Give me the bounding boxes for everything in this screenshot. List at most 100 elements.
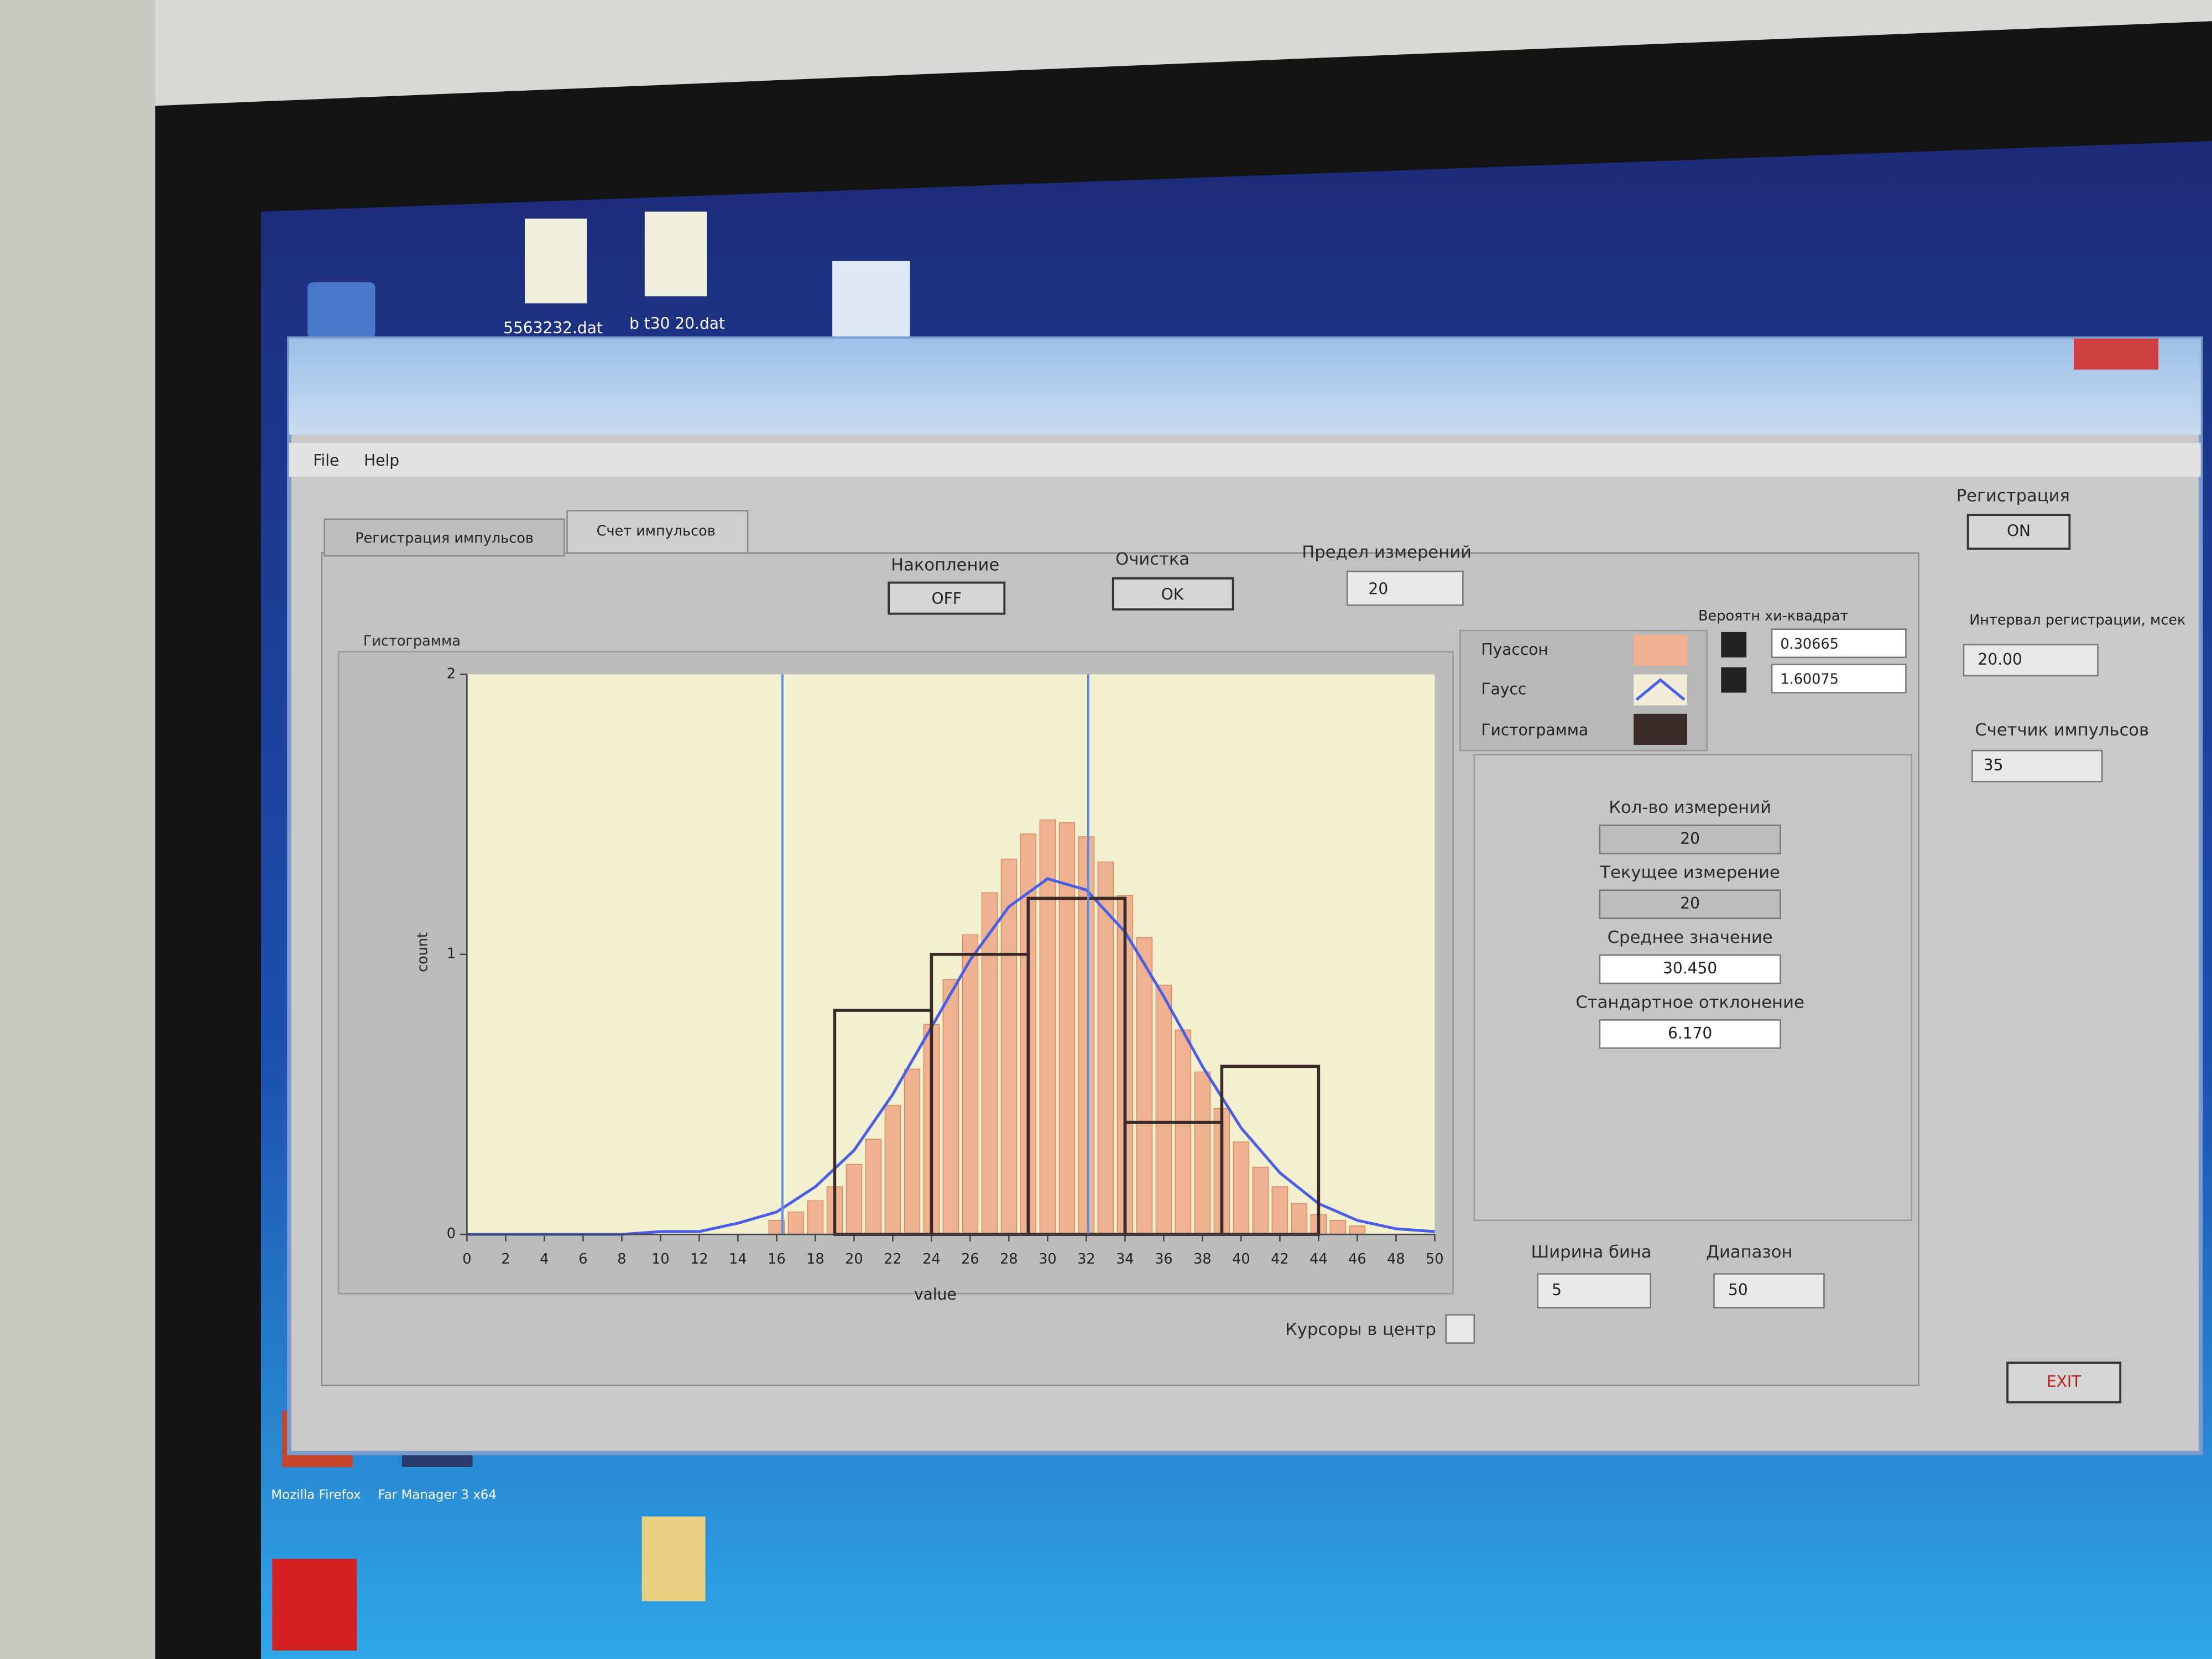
indicator — [1599, 954, 1781, 984]
label: Счетчик импульсов — [1975, 721, 2149, 740]
poisson-bar — [1233, 1141, 1250, 1235]
x-tick-label: 16 — [768, 1251, 785, 1267]
poisson-bar — [1136, 937, 1153, 1235]
legend-label: Гистограмма — [1481, 721, 1588, 739]
x-tick-label: 22 — [884, 1251, 901, 1267]
poisson-bar — [1078, 836, 1095, 1235]
acrobat-icon[interactable] — [272, 1558, 357, 1651]
poisson-bar — [1155, 984, 1172, 1235]
x-tick-label: 4 — [540, 1251, 549, 1267]
legend-swatch — [1634, 713, 1688, 745]
button-text[interactable]: OK — [1161, 586, 1184, 604]
checkbox[interactable] — [1445, 1314, 1475, 1344]
poisson-bar — [962, 934, 979, 1235]
button[interactable] — [888, 581, 1006, 615]
indicator-value: 0.30665 — [1780, 636, 1838, 653]
case — [0, 0, 155, 1659]
poisson-bar — [1291, 1203, 1308, 1235]
y-axis-label: count — [414, 932, 431, 972]
label: Текущее измерение — [1599, 863, 1780, 883]
x-tick-label: 30 — [1039, 1251, 1056, 1267]
x-tick-label: 36 — [1155, 1251, 1172, 1267]
label: Накопление — [891, 555, 999, 575]
menu-item[interactable]: File — [313, 451, 339, 469]
legend-swatch — [1634, 634, 1688, 666]
button[interactable] — [1966, 514, 2071, 550]
label: Регистрация — [1957, 486, 2070, 505]
tab[interactable] — [566, 510, 749, 554]
button-text[interactable]: OFF — [932, 589, 962, 608]
button-text[interactable]: ON — [2007, 522, 2031, 540]
x-tick-label: 6 — [578, 1251, 587, 1267]
poisson-bar — [1252, 1166, 1269, 1235]
numeric-input[interactable] — [1537, 1273, 1651, 1309]
numeric-input[interactable] — [1963, 644, 2099, 677]
menu-item[interactable]: Help — [364, 451, 399, 469]
poisson-bar — [787, 1211, 805, 1235]
numeric-input[interactable] — [1346, 570, 1464, 606]
menu-bar — [289, 443, 2201, 477]
button[interactable] — [2006, 1361, 2122, 1404]
x-tick-label: 8 — [617, 1251, 626, 1267]
poisson-bar — [1097, 861, 1114, 1235]
indicator-value: 6.170 — [1668, 1024, 1712, 1042]
input-value[interactable]: 20 — [1368, 580, 1388, 598]
x-tick-label: 50 — [1426, 1251, 1443, 1267]
input-value[interactable]: 50 — [1728, 1281, 1748, 1299]
x-tick-label: 24 — [922, 1251, 940, 1267]
indicator-value: 20 — [1680, 894, 1700, 912]
x-tick-label: 44 — [1310, 1251, 1327, 1267]
tab-label[interactable]: Регистрация импульсов — [355, 530, 534, 546]
x-tick-label: 46 — [1348, 1251, 1366, 1267]
toggle[interactable] — [1721, 667, 1747, 693]
poisson-bar — [942, 979, 959, 1235]
input-value[interactable]: 5 — [1552, 1281, 1562, 1299]
folder-icon[interactable] — [641, 1516, 706, 1601]
title-bar — [289, 338, 2201, 435]
poisson-bar — [1194, 1071, 1211, 1235]
tab-label[interactable]: Счет импульсов — [597, 523, 716, 540]
poisson-bar — [865, 1139, 882, 1235]
close-button[interactable] — [2074, 338, 2159, 370]
legend-label: Пуассон — [1481, 640, 1548, 659]
indicator — [1771, 664, 1907, 693]
button[interactable] — [1112, 577, 1234, 611]
file-icon[interactable] — [524, 218, 587, 304]
computer-icon[interactable] — [307, 282, 375, 339]
poisson-bar — [1329, 1220, 1347, 1235]
poisson-bar — [807, 1200, 824, 1235]
poisson-bar — [884, 1105, 901, 1235]
poisson-bar — [846, 1164, 863, 1235]
poisson-bar — [904, 1068, 921, 1235]
indicator — [1971, 749, 2103, 782]
x-tick-label: 28 — [1000, 1251, 1018, 1267]
input-value[interactable]: 20.00 — [1978, 650, 2022, 669]
x-tick-label: 18 — [806, 1251, 824, 1267]
numeric-input[interactable] — [1713, 1273, 1825, 1309]
poisson-bar — [1349, 1225, 1366, 1235]
toggle[interactable] — [1721, 632, 1747, 658]
poisson-bar — [981, 892, 998, 1235]
x-tick-label: 34 — [1116, 1251, 1134, 1267]
y-tick-label: 0 — [447, 1225, 456, 1242]
stats: Кол-во измерений 20 Текущее измерение 20 Сре… — [1575, 798, 1804, 1049]
tab[interactable] — [324, 518, 565, 557]
indicator-value: 35 — [1984, 756, 2004, 774]
x-tick-label: 42 — [1271, 1251, 1288, 1267]
icon-label: Far Manager 3 x64 — [378, 1488, 497, 1503]
legend-line — [1635, 678, 1686, 701]
x-tick-label: 20 — [845, 1251, 863, 1267]
icon-label: b t30 20.dat — [629, 315, 725, 333]
y-tick-label: 2 — [447, 665, 456, 682]
chart-title: Гистограмма — [363, 633, 461, 650]
indicator-value: 20 — [1680, 830, 1700, 848]
indicator-value: 30.450 — [1663, 959, 1717, 978]
label: Стандартное отклонение — [1575, 993, 1804, 1012]
button-text[interactable]: EXIT — [2047, 1373, 2081, 1391]
x-tick-label: 38 — [1193, 1251, 1211, 1267]
label: Предел измерений — [1302, 542, 1472, 562]
file-icon[interactable] — [644, 211, 707, 296]
x-tick-label: 14 — [729, 1251, 747, 1267]
poisson-bar — [1271, 1186, 1288, 1235]
legend-label: Гаусс — [1481, 680, 1527, 698]
